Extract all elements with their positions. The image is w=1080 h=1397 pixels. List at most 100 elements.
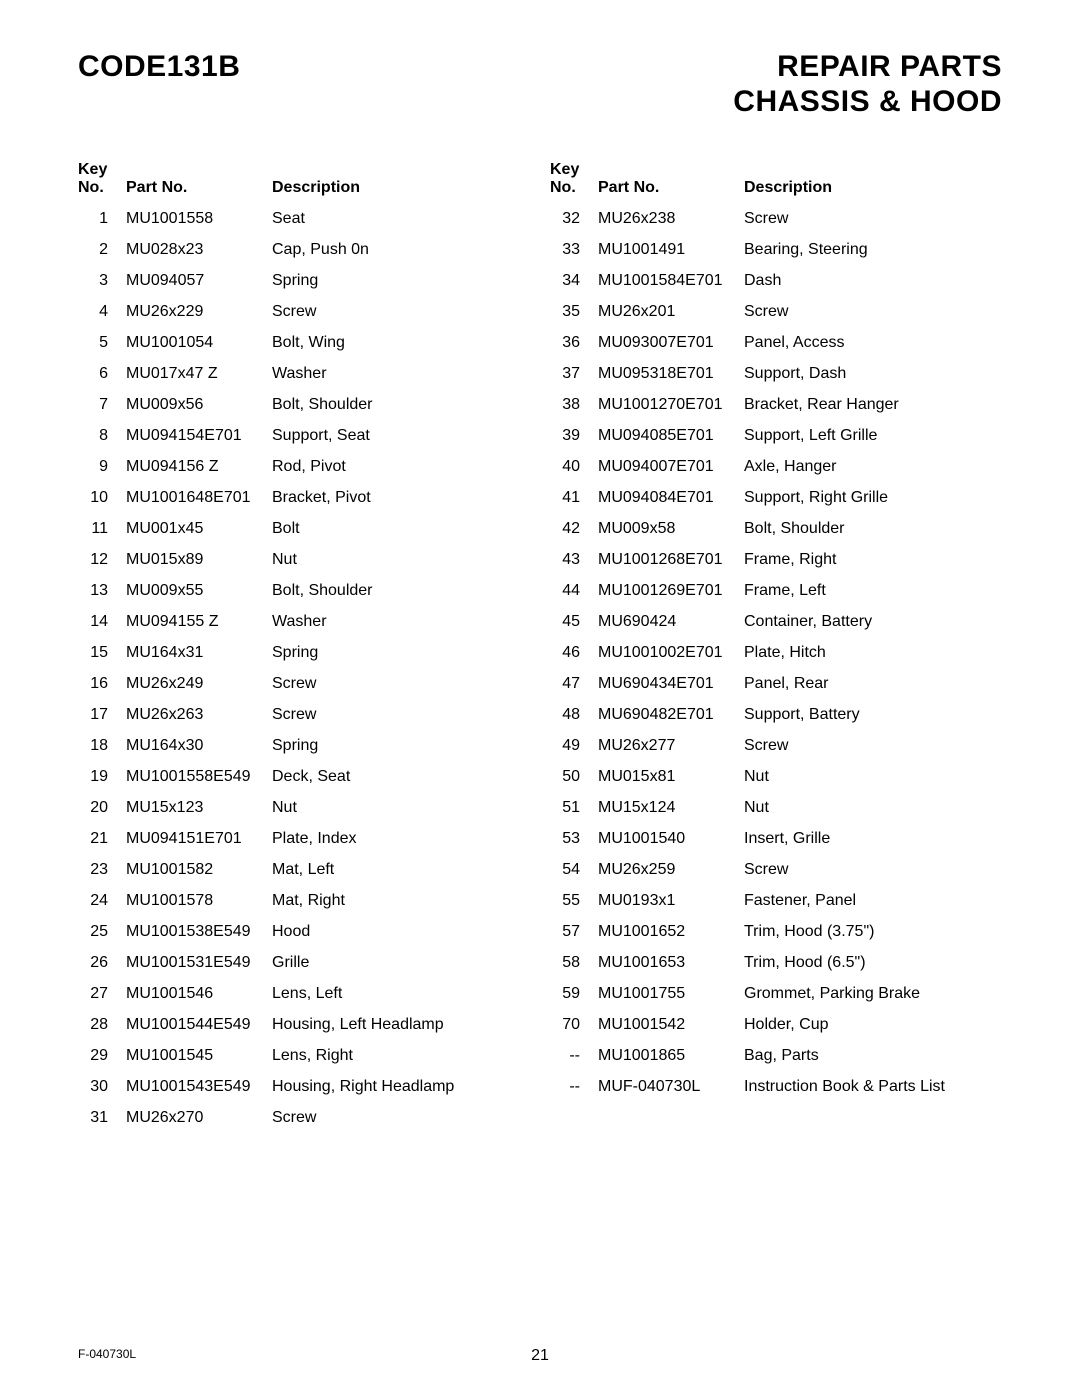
cell-partno: MU26x238	[598, 211, 744, 227]
header-partno: Part No.	[598, 161, 744, 198]
table-row: 20MU15x123Nut	[78, 793, 530, 824]
table-row: 10MU1001648E701Bracket, Pivot	[78, 483, 530, 514]
table-row: --MUF-040730LInstruction Book & Parts Li…	[550, 1072, 1002, 1103]
cell-key: 54	[550, 862, 598, 878]
cell-description: Bolt, Shoulder	[272, 583, 530, 599]
header-description: Description	[272, 161, 530, 198]
cell-partno: MU1001531E549	[126, 955, 272, 971]
header-description: Description	[744, 161, 1002, 198]
cell-description: Screw	[744, 862, 1002, 878]
cell-partno: MU094084E701	[598, 490, 744, 506]
cell-key: 28	[78, 1017, 126, 1033]
table-row: 13MU009x55Bolt, Shoulder	[78, 576, 530, 607]
cell-description: Grommet, Parking Brake	[744, 986, 1002, 1002]
header-key: Key No.	[78, 161, 126, 198]
cell-partno: MU009x58	[598, 521, 744, 537]
table-row: 21MU094151E701Plate, Index	[78, 824, 530, 855]
cell-description: Plate, Index	[272, 831, 530, 847]
cell-partno: MU015x81	[598, 769, 744, 785]
cell-description: Grille	[272, 955, 530, 971]
cell-key: 16	[78, 676, 126, 692]
table-row: 36MU093007E701Panel, Access	[550, 328, 1002, 359]
table-row: 46MU1001002E701Plate, Hitch	[550, 638, 1002, 669]
cell-partno: MU690482E701	[598, 707, 744, 723]
cell-description: Bolt, Shoulder	[744, 521, 1002, 537]
cell-key: 49	[550, 738, 598, 754]
cell-description: Housing, Right Headlamp	[272, 1079, 530, 1095]
cell-key: 21	[78, 831, 126, 847]
table-row: --MU1001865Bag, Parts	[550, 1041, 1002, 1072]
cell-key: 23	[78, 862, 126, 878]
cell-key: 55	[550, 893, 598, 909]
cell-description: Panel, Rear	[744, 676, 1002, 692]
cell-partno: MU1001544E549	[126, 1017, 272, 1033]
cell-partno: MU094156 Z	[126, 459, 272, 475]
table-row: 50MU015x81Nut	[550, 762, 1002, 793]
cell-description: Insert, Grille	[744, 831, 1002, 847]
table-row: 8MU094154E701Support, Seat	[78, 421, 530, 452]
cell-key: 46	[550, 645, 598, 661]
cell-key: 45	[550, 614, 598, 630]
cell-description: Housing, Left Headlamp	[272, 1017, 530, 1033]
cell-key: --	[550, 1079, 598, 1095]
cell-partno: MU1001578	[126, 893, 272, 909]
cell-description: Support, Left Grille	[744, 428, 1002, 444]
cell-partno: MU1001584E701	[598, 273, 744, 289]
cell-key: 5	[78, 335, 126, 351]
cell-key: 39	[550, 428, 598, 444]
cell-description: Trim, Hood (6.5")	[744, 955, 1002, 971]
cell-partno: MU1001054	[126, 335, 272, 351]
cell-key: 48	[550, 707, 598, 723]
table-row: 58MU1001653Trim, Hood (6.5")	[550, 948, 1002, 979]
cell-key: 32	[550, 211, 598, 227]
table-row: 1MU1001558Seat	[78, 204, 530, 235]
table-row: 17MU26x263Screw	[78, 700, 530, 731]
cell-partno: MU1001268E701	[598, 552, 744, 568]
cell-key: 43	[550, 552, 598, 568]
table-row: 42MU009x58Bolt, Shoulder	[550, 514, 1002, 545]
cell-key: 18	[78, 738, 126, 754]
cell-description: Nut	[744, 800, 1002, 816]
table-row: 59MU1001755Grommet, Parking Brake	[550, 979, 1002, 1010]
cell-description: Trim, Hood (3.75")	[744, 924, 1002, 940]
table-row: 14MU094155 ZWasher	[78, 607, 530, 638]
cell-description: Screw	[744, 304, 1002, 320]
footer-page-number: 21	[531, 1347, 549, 1365]
cell-partno: MU1001002E701	[598, 645, 744, 661]
cell-key: 58	[550, 955, 598, 971]
cell-description: Washer	[272, 366, 530, 382]
cell-partno: MU1001270E701	[598, 397, 744, 413]
table-row: 4MU26x229Screw	[78, 297, 530, 328]
cell-description: Plate, Hitch	[744, 645, 1002, 661]
cell-description: Instruction Book & Parts List	[744, 1079, 1002, 1095]
cell-description: Support, Right Grille	[744, 490, 1002, 506]
table-row: 54MU26x259Screw	[550, 855, 1002, 886]
cell-key: --	[550, 1048, 598, 1064]
cell-partno: MU093007E701	[598, 335, 744, 351]
table-row: 11MU001x45Bolt	[78, 514, 530, 545]
table-row: 28MU1001544E549Housing, Left Headlamp	[78, 1010, 530, 1041]
cell-partno: MU094155 Z	[126, 614, 272, 630]
cell-key: 9	[78, 459, 126, 475]
cell-key: 34	[550, 273, 598, 289]
cell-key: 41	[550, 490, 598, 506]
cell-partno: MU1001540	[598, 831, 744, 847]
table-row: 16MU26x249Screw	[78, 669, 530, 700]
cell-key: 20	[78, 800, 126, 816]
cell-partno: MU1001582	[126, 862, 272, 878]
header-partno: Part No.	[126, 161, 272, 198]
cell-description: Bracket, Rear Hanger	[744, 397, 1002, 413]
table-row: 5MU1001054Bolt, Wing	[78, 328, 530, 359]
cell-key: 11	[78, 521, 126, 537]
cell-description: Holder, Cup	[744, 1017, 1002, 1033]
table-row: 43MU1001268E701Frame, Right	[550, 545, 1002, 576]
table-row: 32MU26x238Screw	[550, 204, 1002, 235]
cell-partno: MU094085E701	[598, 428, 744, 444]
cell-partno: MU164x30	[126, 738, 272, 754]
cell-description: Mat, Right	[272, 893, 530, 909]
cell-partno: MU009x55	[126, 583, 272, 599]
product-code: CODE131B	[78, 50, 240, 84]
cell-partno: MU1001542	[598, 1017, 744, 1033]
cell-partno: MU1001865	[598, 1048, 744, 1064]
cell-description: Bearing, Steering	[744, 242, 1002, 258]
